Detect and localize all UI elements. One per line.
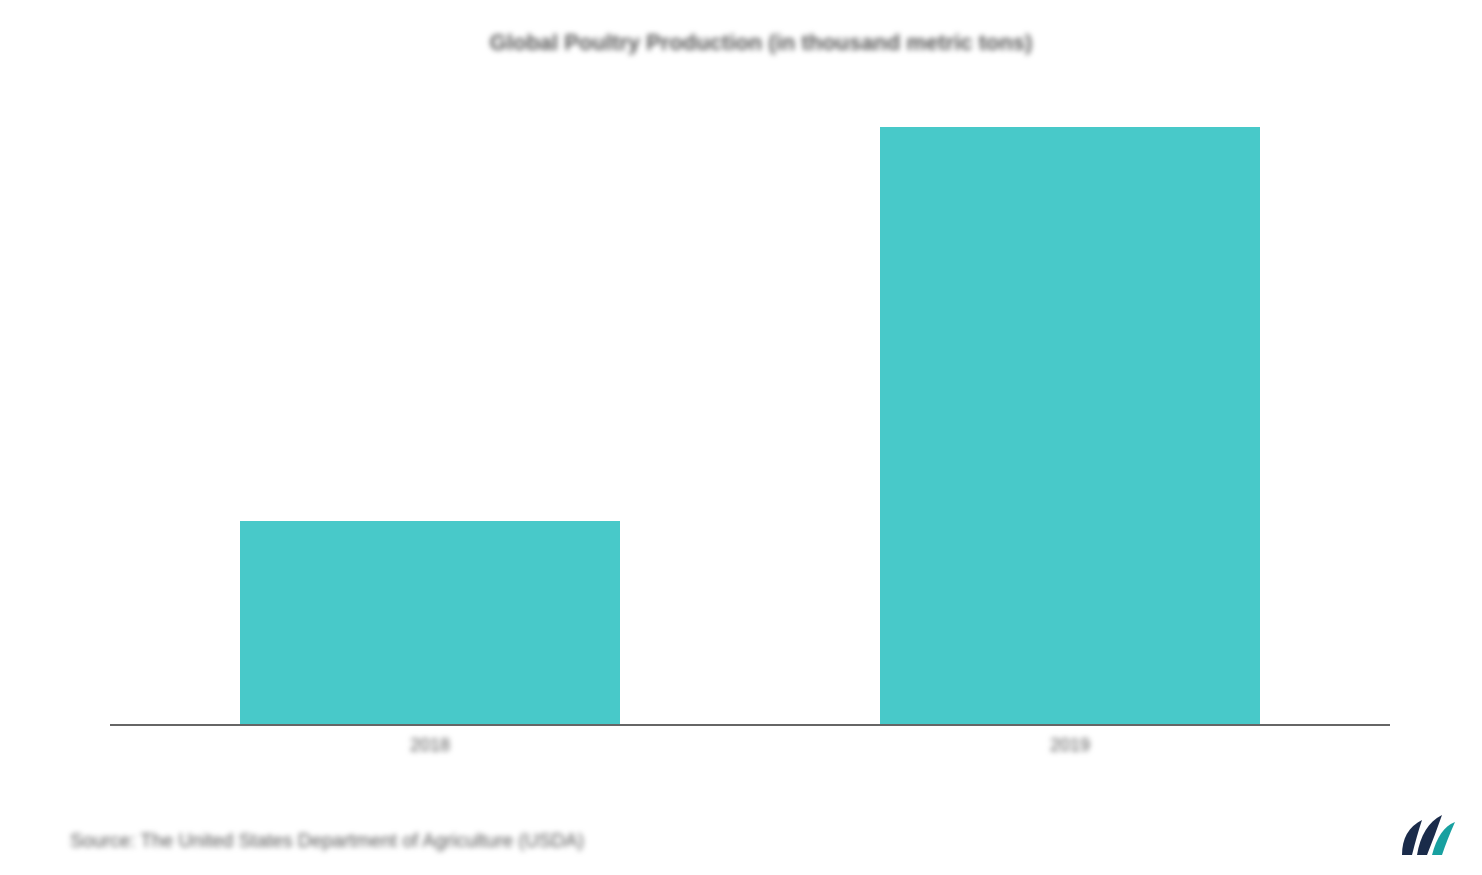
plot-area: 2018 2019 xyxy=(110,86,1390,726)
x-label-2018: 2018 xyxy=(240,735,620,756)
x-axis-line xyxy=(110,724,1390,726)
chart-container: Global Poultry Production (in thousand m… xyxy=(0,0,1482,875)
source-text: Source: The United States Department of … xyxy=(70,831,584,853)
chart-title: Global Poultry Production (in thousand m… xyxy=(100,30,1422,56)
bar-2018 xyxy=(240,521,620,724)
bar-2019 xyxy=(880,127,1260,724)
x-label-2019: 2019 xyxy=(880,735,1260,756)
brand-logo-icon xyxy=(1397,810,1457,860)
